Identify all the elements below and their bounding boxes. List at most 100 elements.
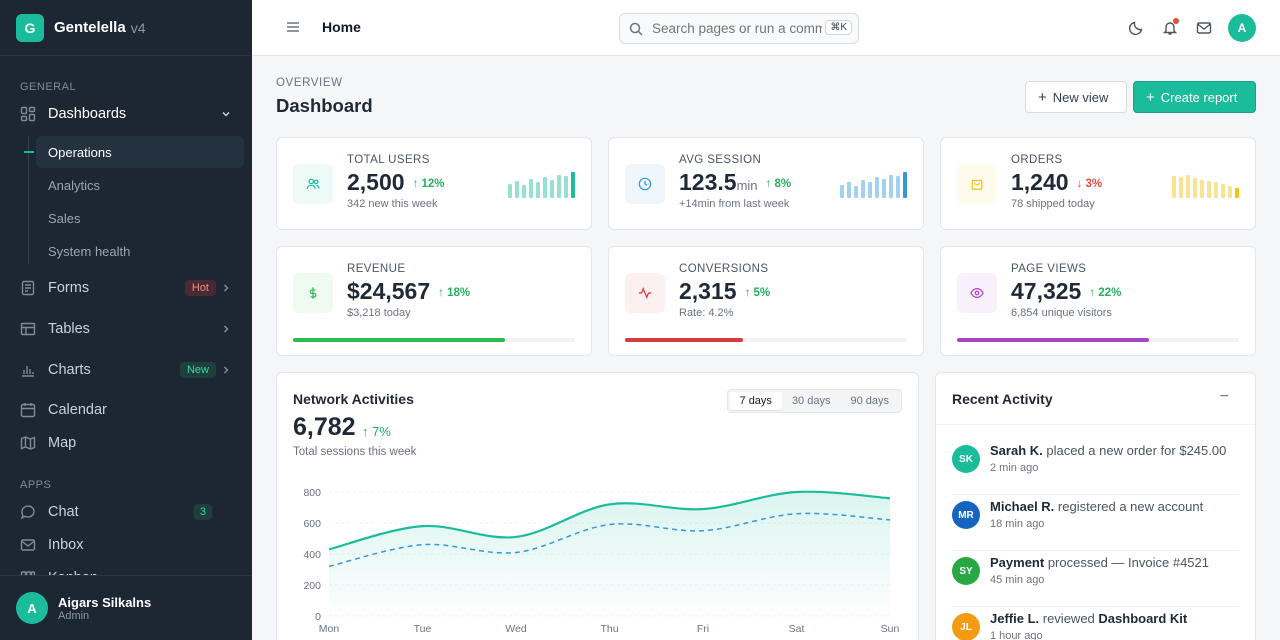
chevron-right-icon — [220, 364, 232, 376]
list-item[interactable]: SK Sarah K. placed a new order for $245.… — [952, 439, 1239, 495]
list-item[interactable]: JL Jeffie L. reviewed Dashboard Kit 1 ho… — [952, 607, 1239, 640]
range-30-days[interactable]: 30 days — [791, 395, 831, 407]
range-7-days[interactable]: 7 days — [729, 392, 782, 410]
network-chart: 0 200 400 600 800 Mon Tue Wed Thu Fri Sat Sun — [303, 487, 899, 635]
stat-value: 123.5min — [679, 169, 758, 196]
sidebar-item-calendar[interactable]: Calendar — [20, 394, 232, 426]
stat-label: AVG SESSION — [679, 154, 762, 166]
search-box[interactable]: ⌘K — [619, 13, 859, 44]
dashboard-grid-icon — [20, 106, 36, 122]
activity-time: 18 min ago — [990, 518, 1045, 530]
activity-action: processed — Invoice #4521 — [1047, 555, 1209, 570]
avatar: MR — [952, 501, 980, 529]
activity-time: 2 min ago — [990, 462, 1039, 474]
create-report-button[interactable]: + Create report — [1133, 81, 1256, 113]
progress-bar — [625, 338, 907, 342]
spark-bar — [903, 172, 907, 198]
sidebar-item-chat[interactable]: Chat 3 — [20, 496, 232, 528]
chevron-right-icon — [220, 282, 232, 294]
spark-bar — [896, 176, 900, 198]
activity-text: Jeffie L. reviewed Dashboard Kit — [990, 611, 1187, 626]
sidebar-subitem-analytics[interactable]: Analytics — [48, 177, 101, 193]
list-item[interactable]: MR Michael R. registered a new account 1… — [952, 495, 1239, 551]
sidebar-item-forms[interactable]: Forms Hot — [20, 272, 232, 304]
moon-icon[interactable] — [1128, 20, 1144, 36]
series-area — [329, 491, 890, 616]
delta-value: 8% — [774, 178, 792, 190]
stat-delta: ↑ 5% — [745, 287, 771, 299]
stat-value: 1,240 — [1011, 169, 1069, 196]
menu-icon[interactable] — [286, 20, 300, 34]
sidebar-subitem-operations[interactable]: Operations — [36, 136, 244, 168]
activity-time: 1 hour ago — [990, 630, 1043, 640]
stat-value: $24,567 — [347, 278, 430, 305]
activity-text: Michael R. registered a new account — [990, 499, 1203, 514]
section-label-general: GENERAL — [20, 81, 77, 93]
user-profile[interactable]: A Aigars Silkalns Admin — [0, 575, 252, 640]
search-input[interactable] — [652, 21, 822, 36]
spark-bar — [875, 177, 879, 198]
breadcrumb[interactable]: Home — [322, 19, 361, 35]
network-total: 6,782 — [293, 413, 356, 441]
page-overline: OVERVIEW — [276, 77, 343, 89]
sidebar-item-inbox[interactable]: Inbox — [20, 529, 232, 561]
activity-time: 45 min ago — [990, 574, 1045, 586]
card-title: Network Activities — [293, 391, 414, 407]
activity-object: Dashboard Kit — [1098, 611, 1188, 626]
brand[interactable]: G Gentelella v4 — [0, 0, 252, 56]
spark-bar — [522, 185, 526, 198]
user-role: Admin — [58, 609, 90, 622]
mail-icon[interactable] — [1196, 20, 1212, 36]
progress-fill — [957, 338, 1149, 342]
spark-bar — [1228, 186, 1232, 198]
sidebar-item-dashboards[interactable]: Dashboards — [20, 98, 232, 130]
chevron-down-icon — [220, 108, 232, 120]
sidebar: G Gentelella v4 GENERAL Dashboards Opera… — [0, 0, 252, 640]
clock-icon — [625, 164, 665, 204]
avatar[interactable]: A — [1228, 14, 1256, 42]
range-90-days[interactable]: 90 days — [850, 395, 889, 407]
new-view-button[interactable]: + New view — [1025, 81, 1127, 113]
stat-label: TOTAL USERS — [347, 154, 430, 166]
topbar: Home ⌘K A — [252, 0, 1280, 56]
x-tick-label: Thu — [600, 623, 618, 635]
sidebar-item-map[interactable]: Map — [20, 427, 232, 459]
brand-name: Gentelella — [54, 19, 126, 36]
spark-bar — [1221, 184, 1225, 198]
sidebar-subitem-sales[interactable]: Sales — [48, 210, 81, 226]
delta-value: 3% — [1085, 178, 1103, 190]
stat-delta: ↑ 12% — [413, 178, 445, 190]
list-item[interactable]: SY Payment processed — Invoice #4521 45 … — [952, 551, 1239, 607]
eye-icon — [957, 273, 997, 313]
active-marker — [24, 151, 34, 153]
spark-bar — [1179, 177, 1183, 198]
stat-value: 2,500 — [347, 169, 405, 196]
delta-value: 22% — [1098, 287, 1122, 299]
shortcut-hint: ⌘K — [825, 20, 852, 35]
button-label: New view — [1052, 89, 1109, 105]
activity-text: Payment processed — Invoice #4521 — [990, 555, 1209, 570]
sidebar-item-charts[interactable]: Charts New — [20, 354, 232, 386]
stat-subtext: Rate: 4.2% — [679, 307, 734, 319]
x-tick-label: Wed — [505, 623, 527, 635]
sidebar-subitem-system-health[interactable]: System health — [48, 243, 131, 259]
sparkline — [840, 172, 907, 198]
collapse-icon[interactable]: − — [1219, 388, 1229, 405]
avatar: SK — [952, 445, 980, 473]
chat-icon — [20, 504, 36, 520]
bell-icon[interactable] — [1162, 18, 1179, 36]
spark-bar — [515, 181, 519, 198]
sidebar-item-tables[interactable]: Tables — [20, 313, 232, 345]
spark-bar — [536, 182, 540, 198]
spark-bar — [571, 172, 575, 198]
spark-bar — [1200, 180, 1204, 198]
stat-number: 2,500 — [347, 169, 405, 195]
stat-subtext: 342 new this week — [347, 198, 438, 210]
user-name: Aigars Silkalns — [58, 594, 152, 610]
section-label-apps: APPS — [20, 479, 52, 491]
stat-subtext: +14min from last week — [679, 198, 790, 210]
dollar-icon — [293, 273, 333, 313]
activity-actor: Payment — [990, 555, 1045, 570]
network-activities-card: Network Activities 7 days 30 days 90 day… — [276, 372, 919, 640]
spark-bar — [1186, 175, 1190, 198]
